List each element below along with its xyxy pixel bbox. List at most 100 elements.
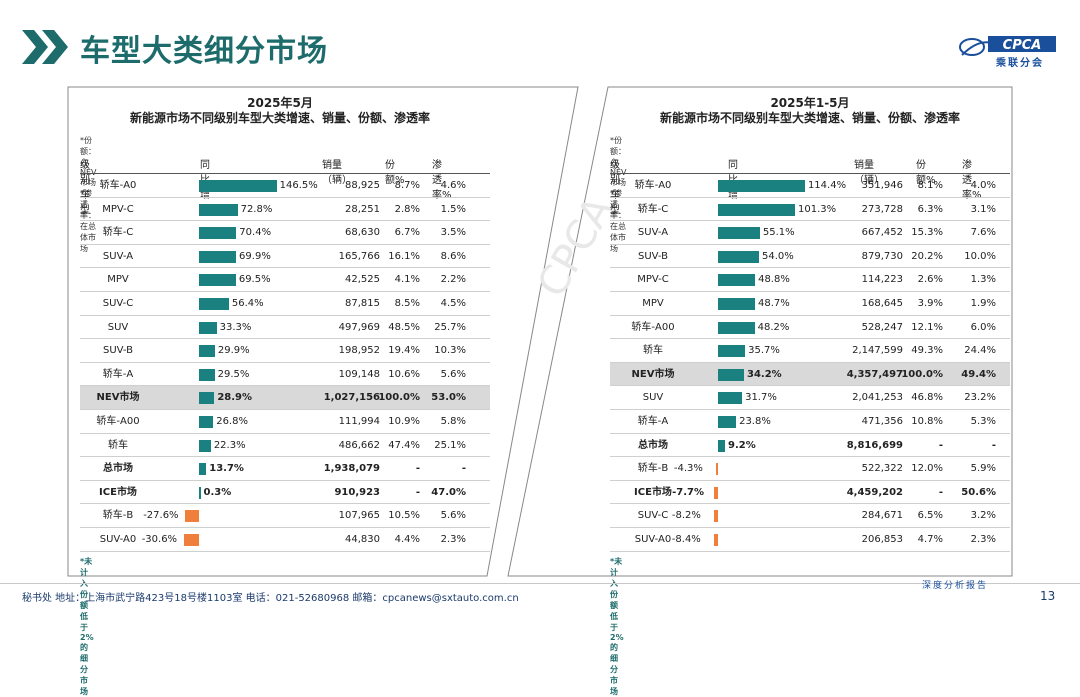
- growth-bar: [718, 203, 795, 216]
- row-divider: [80, 432, 490, 434]
- sales-value: 1,027,156: [323, 392, 380, 404]
- header-divider: [610, 173, 1010, 174]
- row-divider: [80, 408, 490, 410]
- row-divider: [610, 526, 1010, 528]
- share-value: 4.4%: [394, 534, 420, 545]
- table-row: 总市场 13.7% 1,938,079 - -: [80, 457, 490, 481]
- share-value: 15.3%: [911, 227, 943, 239]
- column-header-pen: 渗透率%: [432, 160, 452, 201]
- penetration-value: -: [461, 463, 466, 475]
- growth-label: -8.4%: [671, 534, 701, 545]
- row-name: 总市场: [638, 439, 668, 451]
- growth-bar: [718, 321, 755, 334]
- penetration-value: 1.9%: [970, 298, 996, 309]
- penetration-value: 3.2%: [970, 510, 996, 522]
- row-name: 总市场: [103, 463, 133, 475]
- share-value: -: [415, 486, 420, 498]
- growth-bar: [199, 345, 215, 358]
- growth-bar: [199, 321, 217, 334]
- row-name: ICE市场: [99, 486, 137, 498]
- growth-label: 69.5%: [238, 274, 271, 286]
- sales-value: 114,223: [861, 274, 903, 286]
- logo-subtitle: 乘联分会: [996, 58, 1044, 69]
- footer-contact: 秘书处 地址：上海市武宁路423号18号楼1103室 电话：021-526809…: [22, 593, 519, 604]
- growth-bar: [199, 392, 215, 405]
- sales-value: 28,251: [345, 203, 380, 215]
- growth-bar: [718, 274, 756, 287]
- growth-label: 69.9%: [239, 250, 271, 262]
- sales-value: 165,766: [338, 250, 380, 262]
- row-name: MPV: [107, 274, 129, 286]
- table-row: SUV-C 56.4% 87,815 8.5% 4.5%: [80, 292, 490, 316]
- sales-value: 198,952: [338, 345, 380, 357]
- table-row: SUV 31.7% 2,041,253 46.8% 23.2%: [610, 386, 1010, 410]
- share-value: 8.1%: [917, 180, 943, 191]
- penetration-value: 2.3%: [970, 534, 996, 545]
- share-value: 49.3%: [911, 345, 943, 357]
- growth-label: 9.2%: [727, 439, 756, 451]
- table-row: SUV-A 55.1% 667,452 15.3% 7.6%: [610, 221, 1010, 245]
- share-value: 100.0%: [378, 392, 420, 404]
- cpca-logo: CPCA: [959, 36, 1056, 56]
- panel-title: 新能源市场不同级别车型大类增速、销量、份额、渗透率: [129, 111, 430, 125]
- penetration-value: 4.6%: [440, 180, 466, 191]
- growth-label: 22.3%: [213, 439, 246, 451]
- row-divider: [610, 385, 1010, 387]
- sales-value: 2,041,253: [852, 392, 903, 404]
- row-name: SUV-B: [637, 250, 669, 262]
- row-name: 轿车-C: [637, 203, 669, 215]
- table-row: 轿车 22.3% 486,662 47.4% 25.1%: [80, 434, 490, 458]
- sales-value: 111,994: [338, 416, 380, 427]
- row-name: SUV-C: [637, 510, 669, 522]
- row-name: MPV-C: [102, 203, 134, 215]
- share-value: 20.2%: [911, 250, 943, 262]
- table-row: 总市场 9.2% 8,816,699 - -: [610, 434, 1010, 458]
- growth-label: 56.4%: [231, 298, 264, 309]
- share-value: 4.7%: [917, 534, 943, 545]
- sales-value: 107,965: [338, 510, 380, 522]
- growth-bar: [199, 439, 211, 452]
- row-name: SUV-A0: [634, 534, 672, 545]
- sales-value: 1,938,079: [323, 463, 380, 475]
- table-row: SUV-A0 -30.6% 44,830 4.4% 2.3%: [80, 528, 490, 552]
- growth-label: 35.7%: [748, 345, 780, 357]
- row-name: SUV-A0: [99, 534, 137, 545]
- row-divider: [610, 267, 1010, 269]
- row-divider: [610, 503, 1010, 505]
- penetration-value: 5.6%: [440, 510, 466, 522]
- table-row: SUV 33.3% 497,969 48.5% 25.7%: [80, 316, 490, 340]
- table-row: 轿车-C 70.4% 68,630 6.7% 3.5%: [80, 221, 490, 245]
- sales-value: 2,147,599: [852, 345, 903, 357]
- svg-text:CPCA: CPCA: [1003, 38, 1042, 53]
- table-row: SUV-B 29.9% 198,952 19.4% 10.3%: [80, 339, 490, 363]
- share-value: 47.4%: [388, 439, 420, 451]
- share-value: 10.5%: [388, 510, 420, 522]
- row-name: 轿车-A: [102, 368, 134, 380]
- growth-bar: [199, 203, 238, 216]
- penetration-value: 3.1%: [970, 203, 996, 215]
- row-name: MPV-C: [637, 274, 669, 286]
- sales-value: 88,925: [345, 180, 380, 191]
- growth-label: 33.3%: [219, 321, 252, 333]
- row-name: NEV市场: [631, 368, 675, 380]
- growth-bar: [199, 416, 214, 428]
- growth-label: -4.3%: [673, 463, 703, 475]
- row-divider: [80, 314, 490, 316]
- table-row: SUV-A0 -8.4% 206,853 4.7% 2.3%: [610, 528, 1010, 552]
- share-value: 8.7%: [394, 180, 420, 191]
- table-row: 轿车-A 29.5% 109,148 10.6% 5.6%: [80, 363, 490, 387]
- penetration-value: 3.5%: [440, 227, 466, 239]
- share-value: 48.5%: [388, 321, 420, 333]
- row-name: SUV: [107, 321, 129, 333]
- row-name: 轿车-B: [637, 463, 669, 475]
- row-divider: [80, 479, 490, 481]
- panel-note: *份额：占NEV市场 *渗透率：在总体市场: [80, 136, 97, 253]
- growth-bar: [713, 534, 718, 546]
- growth-label: 48.2%: [757, 321, 790, 333]
- row-name: 轿车: [643, 345, 663, 357]
- sales-value: 109,148: [338, 368, 380, 380]
- row-divider: [610, 408, 1010, 410]
- column-header-share: 份额%: [916, 160, 936, 186]
- growth-bar: [714, 486, 718, 499]
- sales-value: 44,830: [345, 534, 380, 545]
